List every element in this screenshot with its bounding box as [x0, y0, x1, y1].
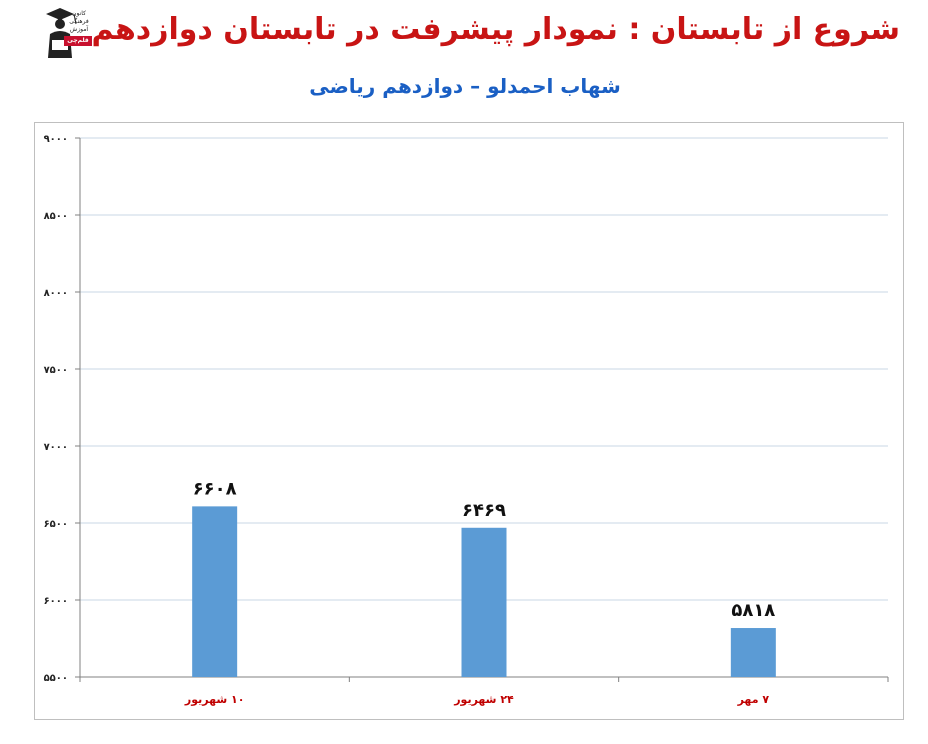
logo-text-line2: فرهنگی: [69, 18, 89, 25]
y-tick-label: ۵۵۰۰: [44, 673, 68, 684]
category-label: ۷ مهر: [737, 693, 770, 706]
chart-frame: [34, 122, 904, 720]
data-label: ۶۶۰۸: [193, 478, 237, 499]
category-label: ۱۰ شهریور: [184, 693, 245, 706]
page-subtitle: شهاب احمدلو – دوازدهم ریاضی: [309, 74, 621, 98]
category-label: ۲۴ شهریور: [453, 693, 514, 706]
data-label: ۵۸۱۸: [731, 600, 775, 621]
y-tick-label: ۷۰۰۰: [44, 442, 68, 453]
y-tick-label: ۶۵۰۰: [44, 519, 68, 530]
bar: [730, 628, 776, 677]
logo-text-line3: آموزش: [69, 26, 89, 33]
logo-badge: قلم‌چی: [64, 36, 92, 46]
page-title: شروع از تابستان : نمودار پیشرفت در تابست…: [91, 12, 900, 47]
bar: [461, 527, 507, 677]
y-tick-label: ۸۰۰۰: [44, 288, 68, 299]
y-tick-label: ۹۰۰۰: [44, 134, 68, 145]
data-label: ۶۴۶۹: [462, 500, 506, 521]
y-tick-label: ۸۵۰۰: [44, 211, 68, 222]
y-tick-label: ۷۵۰۰: [44, 365, 68, 376]
y-tick-label: ۶۰۰۰: [44, 596, 68, 607]
logo-text-line1: کانون: [72, 10, 86, 17]
bar: [192, 506, 238, 677]
